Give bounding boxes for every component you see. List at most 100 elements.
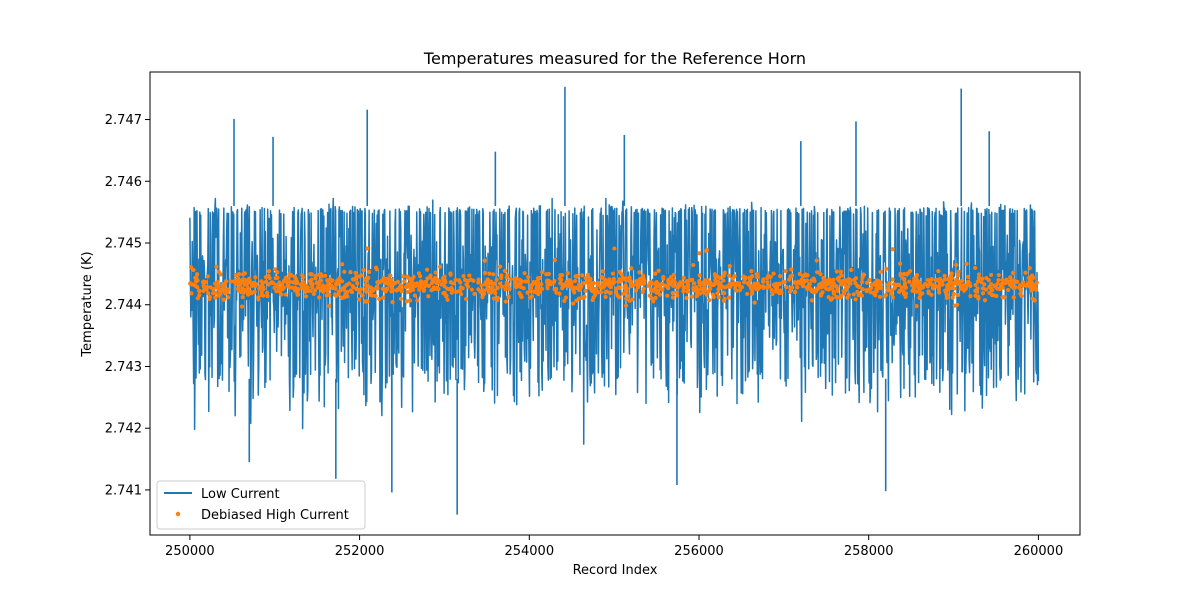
high-current-point	[193, 279, 198, 284]
high-current-point	[902, 281, 908, 286]
high-current-point	[242, 288, 247, 293]
high-current-point	[795, 285, 800, 290]
high-current-point	[487, 271, 492, 276]
high-current-point	[908, 268, 913, 274]
plot-frame	[149, 71, 1081, 536]
x-axis: 250000 252000 254000 256000 258000 260000	[165, 535, 1063, 559]
high-current-point	[951, 291, 956, 297]
high-current-point	[752, 281, 757, 286]
high-current-point	[613, 290, 619, 295]
high-current-point	[472, 291, 477, 296]
high-current-point	[449, 285, 454, 291]
high-current-point	[790, 285, 795, 290]
high-current-point	[245, 285, 250, 290]
high-current-point	[544, 272, 549, 277]
high-current-point	[798, 281, 803, 286]
high-current-point	[697, 273, 702, 278]
high-current-point	[214, 264, 219, 269]
high-current-point	[426, 283, 432, 288]
high-current-point	[778, 274, 783, 279]
high-current-point	[1009, 278, 1014, 283]
high-current-point	[960, 278, 965, 283]
high-current-point	[194, 275, 199, 280]
high-current-point	[1030, 281, 1035, 287]
high-current-point	[433, 270, 438, 275]
high-current-point	[861, 272, 866, 277]
high-current-point	[627, 298, 632, 303]
high-current-point	[368, 292, 373, 297]
high-current-point	[497, 281, 503, 286]
high-current-point	[367, 269, 372, 274]
high-current-point	[426, 294, 431, 299]
high-current-point	[681, 289, 686, 294]
high-current-point	[348, 270, 353, 275]
high-current-point	[956, 292, 961, 298]
high-current-point	[1029, 273, 1035, 278]
high-current-point	[608, 285, 613, 290]
high-current-point	[818, 293, 824, 298]
high-current-point	[812, 278, 817, 284]
high-current-point	[215, 279, 220, 285]
high-current-point	[624, 278, 629, 283]
high-current-point	[917, 295, 922, 301]
high-current-point	[563, 295, 568, 300]
high-current-point	[704, 292, 709, 297]
high-current-point	[892, 286, 897, 291]
high-current-point	[929, 282, 935, 287]
high-current-point	[532, 280, 537, 286]
high-current-point	[706, 281, 711, 286]
high-current-point	[495, 295, 501, 301]
high-current-point	[353, 270, 358, 276]
high-current-point	[240, 279, 245, 285]
high-current-point	[911, 283, 916, 289]
high-current-point	[438, 264, 443, 269]
high-current-point	[737, 288, 743, 293]
high-current-point	[814, 258, 819, 263]
high-current-point	[361, 268, 366, 273]
high-current-point	[980, 276, 985, 281]
high-current-point	[402, 279, 407, 284]
high-current-point	[545, 286, 550, 291]
high-current-point	[711, 294, 716, 300]
high-current-point	[377, 296, 382, 302]
high-current-point	[458, 280, 463, 285]
high-current-point	[634, 279, 639, 284]
high-current-point	[996, 278, 1001, 283]
high-current-point	[565, 271, 570, 276]
high-current-point	[463, 296, 469, 302]
high-current-point	[761, 278, 766, 283]
high-current-point	[526, 274, 531, 280]
high-current-point	[382, 280, 387, 285]
high-current-point	[991, 293, 996, 298]
high-current-point	[419, 284, 424, 290]
high-current-point	[930, 286, 936, 291]
high-current-point	[704, 248, 709, 254]
high-current-point	[485, 283, 490, 288]
high-current-point	[821, 281, 826, 286]
high-current-point	[701, 290, 706, 295]
high-current-point	[1027, 283, 1032, 288]
high-current-point	[626, 293, 631, 298]
high-current-point	[973, 282, 978, 288]
high-current-point	[540, 270, 545, 275]
high-current-point	[934, 284, 939, 289]
high-current-point	[444, 293, 449, 298]
high-current-point	[925, 284, 930, 289]
high-current-point	[553, 286, 559, 291]
high-current-point	[328, 277, 333, 282]
high-current-point	[755, 275, 760, 280]
high-current-point	[445, 297, 450, 302]
high-current-point	[216, 269, 221, 274]
high-current-point	[663, 283, 668, 288]
high-current-point	[201, 288, 206, 294]
high-current-point	[838, 269, 844, 274]
high-current-point	[841, 280, 846, 285]
high-current-point	[389, 277, 394, 283]
high-current-point	[608, 291, 613, 296]
high-current-point	[531, 289, 536, 294]
high-current-point	[800, 273, 805, 279]
high-current-point	[195, 285, 200, 290]
high-current-point	[845, 284, 851, 289]
high-current-point	[918, 292, 923, 297]
